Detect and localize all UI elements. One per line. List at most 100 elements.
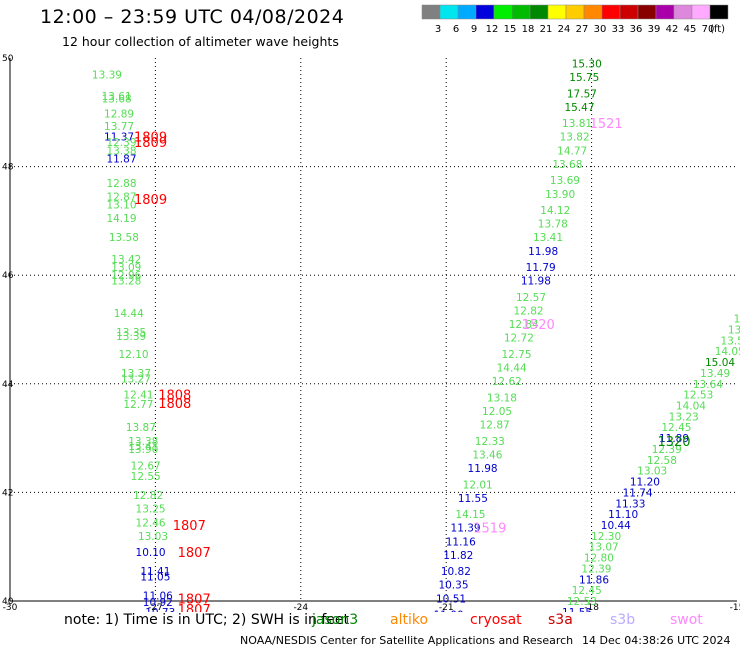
wave-height-point: 12.77: [123, 399, 153, 411]
wave-height-point: 12.45: [572, 585, 602, 597]
y-tick-label: 40: [2, 597, 14, 607]
x-tick-label: -27: [148, 603, 163, 612]
wave-height-point: 13.25: [136, 504, 166, 516]
x-tick-label: -18: [584, 603, 599, 612]
color-scale-label: 70: [702, 24, 715, 35]
footnote: note: 1) Time is in UTC; 2) SWH is in fe…: [64, 612, 350, 628]
pass-time-label: 1807: [178, 592, 211, 607]
wave-height-point: 11.10: [608, 509, 638, 521]
wave-height-point: 12.53: [567, 596, 597, 608]
wave-height-point: 13.38: [106, 145, 136, 157]
wave-height-chart: -30 -27 -24 -21 -18 -15 40 42 44 46 48 50 13.39 13.61…: [2, 54, 740, 612]
wave-height-point: 10.82: [441, 566, 471, 578]
wave-height-point: 11.20: [630, 477, 660, 489]
wave-height-point: 12.58: [647, 455, 677, 467]
wave-height-point: 11.98: [468, 463, 498, 475]
wave-height-point: 12.30: [591, 531, 621, 543]
wave-height-point: 13.38: [128, 436, 158, 448]
wave-height-point: 13.23: [669, 411, 699, 423]
pass-time-label: 1807: [173, 519, 206, 534]
color-scale-label: 15: [504, 24, 517, 35]
pass-time-label: 1808: [158, 389, 191, 404]
credit-line: NOAA/NESDIS Center for Satellite Applica…: [240, 634, 574, 647]
wave-height-point: 13.61: [102, 91, 132, 103]
wave-height-point: 11.89: [659, 433, 689, 445]
wave-height-point: 11.55: [458, 493, 488, 505]
wave-height-point: 12.39: [106, 137, 136, 149]
color-scale-label: 27: [576, 24, 589, 35]
wave-height-point: 11.55: [562, 607, 592, 612]
wave-height-point: 13.64: [693, 379, 723, 391]
wave-height-point: 12.33: [475, 436, 505, 448]
wave-height-point: 13.82: [560, 132, 590, 144]
wave-height-point: 1: [734, 314, 740, 326]
pass-time-label: 1809: [134, 131, 167, 146]
y-tick-label: 50: [2, 54, 14, 64]
wave-height-point: 12.39: [652, 444, 682, 456]
x-tick-label: -24: [293, 603, 308, 612]
wave-height-point: 12.84: [509, 319, 539, 331]
satellite-legend-item: s3b: [610, 612, 636, 628]
color-scale-label: 9: [471, 24, 477, 35]
wave-height-point: 12.57: [516, 292, 546, 304]
wave-height-point: 14.12: [540, 205, 570, 217]
wave-height-point: 11.98: [521, 276, 551, 288]
wave-height-point: 12.55: [131, 471, 161, 483]
wave-height-point: 17.57: [567, 88, 597, 100]
wave-height-point: 13.49: [700, 368, 730, 380]
page-subtitle: 12 hour collection of altimeter wave hei…: [62, 34, 339, 49]
pass-time-label: 1320: [657, 435, 690, 450]
wave-height-point: 13.90: [545, 189, 575, 201]
wave-height-point: 12.88: [106, 178, 136, 190]
satellite-legend-item: altiko: [390, 612, 429, 628]
satellite-legend-item: s3a: [548, 612, 573, 628]
wave-height-point: 10.92: [143, 597, 173, 609]
wave-height-point: 11.79: [526, 262, 556, 274]
satellite-legend-item: jason3: [312, 612, 359, 628]
wave-height-point: 12.01: [463, 479, 493, 491]
wave-height-point: 13.27: [121, 373, 151, 385]
wave-height-point: 12.82: [514, 305, 544, 317]
page-title: 12:00 – 23:59 UTC 04/08/2024: [40, 6, 345, 28]
color-scale-label: 18: [522, 24, 535, 35]
wave-height-point: 11.33: [615, 498, 645, 510]
wave-height-point: 13.78: [538, 219, 568, 231]
wave-height-point: 13.09: [111, 262, 141, 274]
y-tick-label: 48: [2, 163, 14, 173]
wave-height-point: 12.39: [581, 563, 611, 575]
wave-height-point: 12.87: [480, 420, 510, 432]
y-tick-label: 44: [2, 380, 14, 390]
color-scale-label: 30: [594, 24, 607, 35]
satellite-legend-item: cryosat: [470, 612, 522, 628]
wave-height-point: 11.41: [140, 566, 170, 578]
wave-height-point: 13.07: [589, 542, 619, 554]
wave-height-point: 13.90: [128, 444, 158, 456]
wave-height-point: 10.44: [601, 520, 631, 532]
color-scale-label: 6: [453, 24, 459, 35]
y-tick-label: 42: [2, 488, 13, 498]
wave-height-point: 12.96: [111, 270, 141, 282]
wave-height-point: 13.58: [109, 232, 139, 244]
wave-height-point: 13.41: [128, 441, 158, 453]
wave-height-point: 12.45: [661, 422, 691, 434]
wave-height-point: 12.05: [482, 406, 512, 418]
color-scale-label: 39: [648, 24, 661, 35]
wave-height-point: 11.74: [623, 487, 653, 499]
wave-height-point: 13.68: [552, 159, 582, 171]
wave-height-point: 12.46: [136, 517, 166, 529]
pass-time-label: 1520: [522, 318, 555, 333]
wave-height-point: 15.30: [572, 58, 602, 70]
wave-height-point: 14.44: [114, 308, 144, 320]
wave-height-point: 13.42: [111, 254, 141, 266]
wave-height-point: 13.03: [138, 531, 168, 543]
wave-height-point: 13.39: [92, 69, 122, 81]
wave-height-point: 12.53: [683, 390, 713, 402]
wave-height-point: 12.41: [123, 390, 153, 402]
pass-time-label: 1519: [473, 522, 506, 537]
wave-height-point: 13.68: [102, 94, 132, 106]
wave-height-point: 13.18: [487, 392, 517, 404]
y-tick-label: 46: [2, 271, 14, 281]
wave-height-point: 13.35: [116, 327, 146, 339]
wave-height-point: 13.10: [106, 200, 136, 212]
